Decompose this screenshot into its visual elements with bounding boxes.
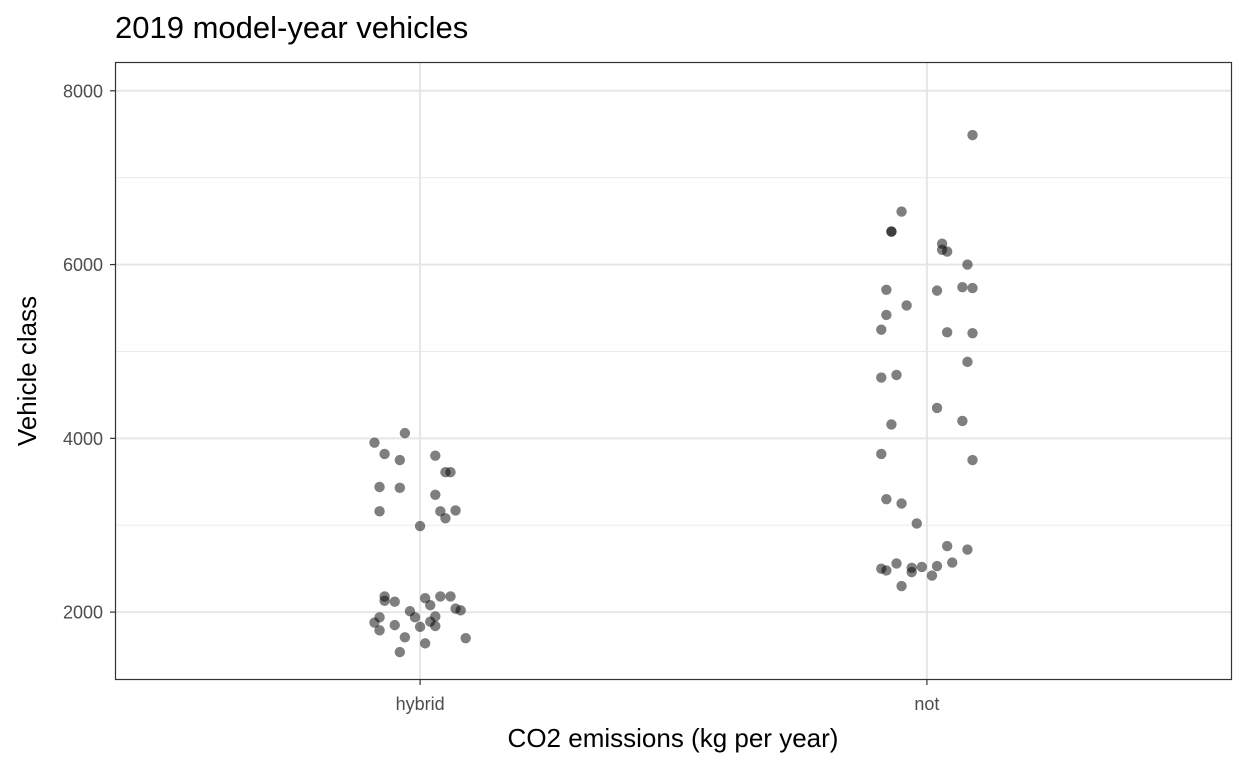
data-point-hybrid [394, 454, 406, 466]
data-point-hybrid [409, 612, 421, 623]
y-axis-title: Vehicle class [12, 296, 42, 446]
data-point-not [881, 493, 892, 505]
data-point-hybrid [419, 638, 431, 649]
data-point-hybrid [425, 599, 436, 611]
y-tick-label: 8000 [63, 81, 103, 101]
data-point-not [931, 402, 943, 414]
data-point-not [891, 558, 902, 569]
data-point-not [941, 327, 953, 338]
data-point-not [901, 300, 912, 311]
data-point-hybrid [394, 482, 406, 494]
y-tick-label: 6000 [63, 255, 103, 275]
y-tick-label: 2000 [63, 603, 103, 623]
data-point-hybrid [374, 506, 385, 517]
data-point-hybrid [435, 591, 446, 602]
data-point-not [886, 226, 897, 237]
data-point-not [931, 560, 943, 572]
data-point-hybrid [440, 513, 451, 524]
data-point-hybrid [399, 632, 411, 643]
data-point-not [941, 540, 953, 552]
grid-minor [116, 177, 1231, 526]
data-point-not [962, 356, 973, 368]
data-point-not [962, 259, 973, 270]
data-point-not [876, 563, 887, 574]
x-tick-label: not [914, 694, 939, 714]
data-point-not [876, 324, 887, 335]
data-point-not [967, 454, 978, 466]
data-point-not [896, 580, 907, 592]
x-tick-label: hybrid [396, 694, 445, 714]
data-point-hybrid [369, 437, 380, 448]
data-point-not [931, 285, 943, 296]
data-point-not [886, 419, 897, 430]
data-point-not [911, 518, 922, 529]
data-point-not [916, 561, 928, 573]
data-point-hybrid [379, 595, 390, 607]
data-point-not [967, 129, 978, 141]
data-point-not [957, 415, 968, 427]
data-point-hybrid [369, 617, 380, 628]
data-point-not [957, 281, 968, 293]
data-point-not [881, 309, 892, 321]
data-point-hybrid [389, 596, 400, 607]
data-point-hybrid [430, 489, 441, 501]
data-point-hybrid [445, 591, 456, 602]
data-point-hybrid [394, 646, 406, 658]
data-points [369, 129, 978, 658]
data-point-not [967, 328, 978, 339]
data-point-hybrid [399, 427, 411, 439]
data-point-not [891, 369, 902, 381]
data-point-hybrid [374, 625, 385, 636]
data-point-not [941, 246, 953, 257]
data-point-not [876, 448, 887, 460]
data-point-hybrid [430, 620, 441, 632]
panel-border [114, 61, 1233, 681]
data-point-hybrid [430, 450, 441, 461]
y-tick-label: 4000 [63, 429, 103, 449]
data-point-hybrid [460, 632, 471, 644]
x-axis-title: CO2 emissions (kg per year) [508, 723, 839, 753]
data-point-hybrid [389, 619, 400, 631]
data-point-not [876, 372, 887, 383]
data-point-hybrid [455, 605, 466, 616]
data-point-hybrid [374, 481, 385, 493]
x-axis: hybrid not [396, 679, 939, 714]
y-axis: 2000 4000 6000 8000 [63, 81, 116, 623]
data-point-not [896, 498, 907, 509]
data-point-hybrid [379, 448, 390, 460]
data-point-not [967, 282, 978, 294]
chart-title: 2019 model-year vehicles [115, 10, 469, 45]
data-point-hybrid [414, 520, 426, 532]
data-point-not [881, 284, 892, 295]
data-point-not [926, 570, 938, 581]
data-point-hybrid [445, 467, 456, 478]
data-point-not [962, 544, 973, 555]
data-point-not [947, 557, 958, 568]
data-point-not [906, 566, 917, 578]
data-point-hybrid [414, 621, 426, 633]
grid-major [116, 63, 1231, 679]
data-point-hybrid [450, 505, 461, 516]
data-point-not [896, 206, 907, 217]
